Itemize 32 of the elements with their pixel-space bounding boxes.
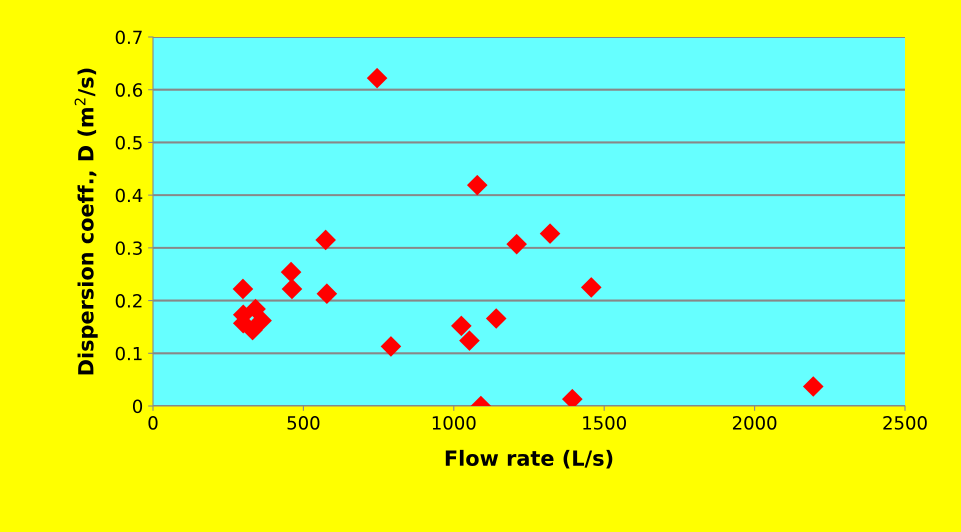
- point: [506, 234, 527, 254]
- point: [451, 316, 472, 336]
- x-tick-label: 2500: [883, 416, 927, 430]
- point: [802, 376, 824, 397]
- point: [486, 308, 507, 329]
- point: [540, 223, 560, 244]
- point: [459, 330, 480, 351]
- y-tick-label: 0.1: [116, 346, 142, 360]
- x-tick-label: 1000: [432, 416, 476, 430]
- point: [366, 68, 388, 88]
- point: [580, 277, 602, 298]
- y-tick-label: 0.2: [116, 294, 142, 308]
- y-axis-title: Dispersion coeff., D (m$^{2}$/s): [74, 68, 98, 374]
- point: [232, 278, 254, 300]
- y-tick-label: 0.4: [116, 188, 142, 202]
- x-tick-label: 2000: [732, 416, 776, 430]
- x-axis-title: Flow rate (L/s): [446, 450, 612, 468]
- x-tick-label: 1500: [583, 416, 626, 430]
- point: [280, 262, 302, 282]
- y-tick-label: 0.5: [116, 136, 142, 150]
- point: [316, 283, 338, 304]
- y-tick-label: 0: [132, 399, 142, 414]
- y-tick-label: 0.3: [116, 241, 142, 255]
- point: [242, 320, 263, 340]
- point: [380, 336, 402, 357]
- x-tick-label: 0: [148, 416, 158, 430]
- y-tick-label: 0.6: [116, 83, 142, 97]
- point: [466, 174, 488, 196]
- x-tick-label: 500: [288, 416, 320, 430]
- point: [282, 278, 302, 300]
- y-tick-label: 0.7: [116, 30, 142, 44]
- point: [315, 230, 336, 250]
